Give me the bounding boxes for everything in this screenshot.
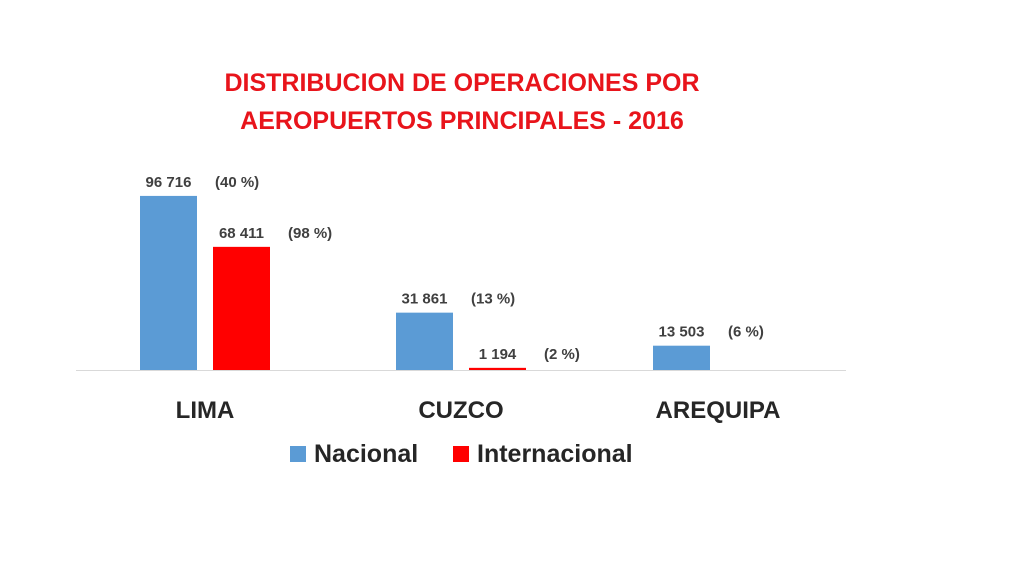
percent-label-internacional-lima: (98 %) <box>288 225 332 242</box>
data-label-nacional-lima: 96 716 <box>146 174 192 191</box>
percent-label-internacional-cuzco: (2 %) <box>544 346 580 363</box>
legend-label-internacional: Internacional <box>477 440 633 468</box>
percent-label-nacional-arequipa: (6 %) <box>728 324 764 341</box>
bar-internacional-lima <box>213 246 270 370</box>
legend-swatch-nacional <box>290 446 306 462</box>
data-label-nacional-cuzco: 31 861 <box>402 291 448 308</box>
legend-swatch-internacional <box>453 446 469 462</box>
bar-nacional-cuzco <box>396 312 453 370</box>
data-label-nacional-arequipa: 13 503 <box>659 324 705 341</box>
data-label-internacional-lima: 68 411 <box>219 225 264 242</box>
chart-title-line-2: AEROPUERTOS PRINCIPALES - 2016 <box>240 107 684 135</box>
x-tick-label-cuzco: CUZCO <box>418 397 503 424</box>
bar-nacional-arequipa <box>653 345 710 370</box>
data-label-internacional-cuzco: 1 194 <box>479 346 517 363</box>
bar-internacional-cuzco <box>469 367 526 370</box>
x-tick-label-lima: LIMA <box>176 397 235 424</box>
chart-title-line-1: DISTRIBUCION DE OPERACIONES POR <box>224 69 700 97</box>
percent-label-nacional-lima: (40 %) <box>215 174 259 191</box>
percent-label-nacional-cuzco: (13 %) <box>471 291 515 308</box>
legend-label-nacional: Nacional <box>314 440 418 468</box>
x-tick-label-arequipa: AREQUIPA <box>656 397 781 424</box>
bar-nacional-lima <box>140 195 197 370</box>
